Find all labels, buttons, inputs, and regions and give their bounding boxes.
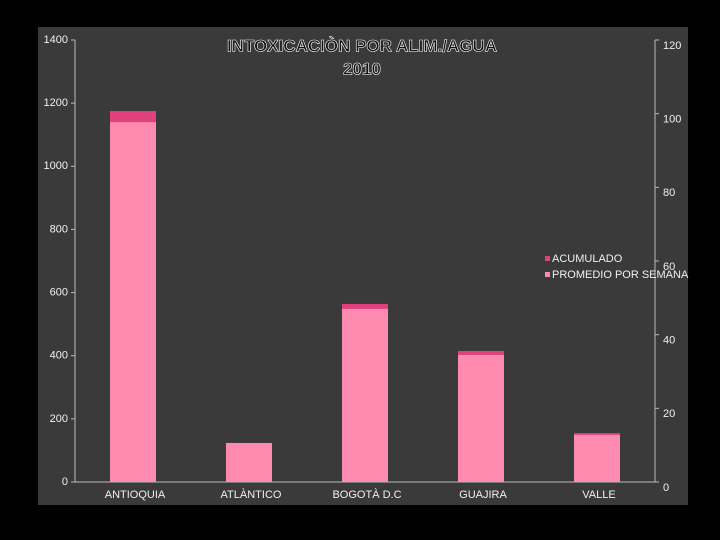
y-tick-label: 800 — [50, 223, 68, 235]
y2-tick-label: 120 — [663, 40, 681, 52]
x-tick-label: BOGOTÀ D.C — [332, 488, 401, 501]
bar — [458, 354, 504, 482]
y2-tick-label: 80 — [663, 187, 675, 199]
legend-swatch — [545, 272, 550, 277]
y2-tick-label: 60 — [663, 261, 675, 273]
y-tick-label: 1000 — [44, 160, 68, 172]
x-tick-label: VALLE — [582, 489, 615, 501]
bar — [574, 434, 620, 482]
chart-title: 2010 — [343, 59, 381, 78]
x-tick-label: ATLÀNTICO — [221, 488, 282, 501]
legend-label: ACUMULADO — [552, 253, 623, 265]
x-tick-label: ANTIOQUIA — [105, 489, 166, 501]
x-tick-label: GUAJIRA — [459, 489, 507, 501]
y2-tick-label: 0 — [663, 482, 669, 494]
y-tick-label: 600 — [50, 286, 68, 298]
y2-tick-label: 40 — [663, 335, 675, 347]
y-tick-label: 200 — [50, 413, 68, 425]
y-tick-label: 1400 — [44, 34, 68, 46]
y-tick-label: 400 — [50, 350, 68, 362]
y2-tick-label: 20 — [663, 408, 675, 420]
y-tick-label: 0 — [62, 476, 68, 488]
bar — [342, 308, 388, 482]
chart-title: INTOXICACIÒN POR ALIM./AGUA — [227, 36, 497, 55]
legend-swatch — [545, 256, 550, 261]
bar — [110, 122, 156, 482]
y2-tick-label: 100 — [663, 114, 681, 126]
y-tick-label: 1200 — [44, 97, 68, 109]
bar — [226, 442, 272, 482]
legend-label: PROMEDIO POR SEMANA — [552, 269, 689, 281]
